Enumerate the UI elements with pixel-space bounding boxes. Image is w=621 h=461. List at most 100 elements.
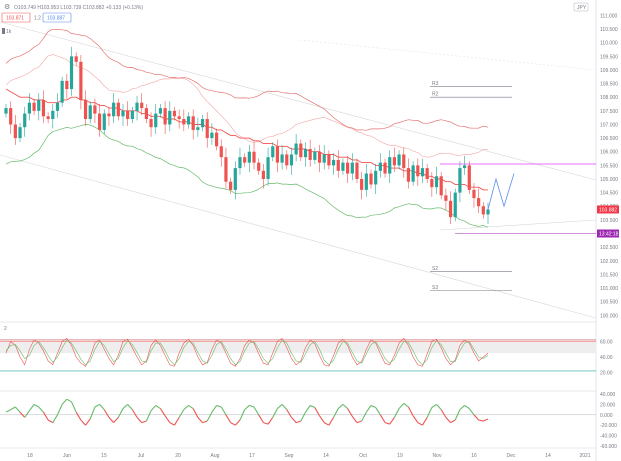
candle (93, 105, 97, 114)
momentum-line (127, 404, 133, 410)
candle (69, 56, 74, 90)
osc-tick-label: 60.00 (600, 340, 613, 346)
price-tick-label: 106.500 (600, 136, 618, 142)
momentum-line (19, 411, 26, 418)
momentum-tick-label: -20.000 (600, 423, 617, 429)
candle (196, 127, 200, 130)
momentum-line (150, 405, 157, 412)
price-tick-label: 104.500 (600, 191, 618, 197)
gear-icon[interactable]: ⚙ (4, 3, 10, 11)
candle (135, 102, 139, 111)
upper-band-outer (5, 28, 489, 131)
time-tick-label: Nov (433, 453, 442, 459)
candle (172, 110, 177, 117)
momentum-line (244, 405, 250, 411)
momentum-line (131, 409, 138, 418)
candle (13, 124, 17, 139)
momentum-line (295, 420, 301, 424)
momentum-line (351, 416, 358, 423)
trend-line (0, 21, 597, 181)
sell-price: 103.871 (6, 16, 24, 22)
buy-button[interactable] (42, 12, 72, 23)
momentum-line (122, 403, 129, 409)
momentum-pane[interactable]: 40.000 20.000 0.000 -20.000 -40.000 -60.000 (0, 392, 617, 450)
sell-button[interactable] (1, 12, 31, 23)
momentum-line (356, 420, 362, 424)
candle (41, 99, 46, 117)
momentum-line (159, 408, 166, 417)
candle (233, 168, 237, 190)
candle (430, 178, 434, 188)
price-tick-label: 110.500 (600, 27, 618, 33)
candle (74, 56, 78, 62)
momentum-line (398, 402, 405, 409)
time-tick-label: Oct (359, 453, 367, 459)
currency-button[interactable] (573, 2, 589, 12)
momentum-line (347, 408, 353, 417)
momentum-line (66, 398, 72, 403)
momentum-line (291, 417, 297, 423)
candle (289, 154, 294, 166)
candle (4, 108, 8, 114)
momentum-line (300, 411, 306, 422)
candle (303, 149, 308, 158)
momentum-line (361, 411, 367, 422)
candle (79, 61, 83, 100)
momentum-line (375, 407, 381, 416)
candle (434, 176, 439, 188)
candle (140, 102, 144, 109)
last-price-value: 103.882 (599, 207, 617, 213)
momentum-line (239, 409, 246, 421)
momentum-line (253, 406, 260, 416)
momentum-line (5, 409, 11, 413)
lower-band (5, 124, 489, 228)
price-tick-label: 102.000 (600, 259, 618, 265)
candle (51, 110, 55, 120)
momentum-line (206, 411, 213, 422)
candle (346, 162, 350, 174)
time-tick-label: 20 (175, 453, 181, 459)
candle (46, 116, 50, 120)
price-tick-label: 103.500 (600, 218, 618, 224)
eye-icon[interactable] (2, 28, 5, 34)
currency-label: JPY (577, 5, 587, 11)
momentum-tick-label: -60.000 (600, 444, 617, 450)
stochastic-pane[interactable]: 2 60.00 40.00 20.00 (0, 326, 613, 377)
momentum-line (71, 401, 77, 413)
price-pane[interactable]: R3 R2 S2 S3 (0, 21, 597, 319)
candle (327, 154, 331, 166)
candle (149, 119, 153, 128)
candle (60, 80, 64, 103)
candle (458, 168, 462, 193)
candle (214, 132, 219, 147)
momentum-line (108, 417, 115, 423)
candle (247, 151, 251, 163)
momentum-line (384, 422, 390, 425)
momentum-line (272, 408, 278, 418)
momentum-line (281, 404, 288, 410)
buy-price: 103.887 (47, 16, 65, 22)
candle (37, 99, 41, 111)
candle (154, 113, 158, 128)
momentum-line (459, 405, 465, 411)
candle (453, 192, 457, 218)
momentum-line (365, 405, 372, 413)
momentum-line (14, 406, 21, 413)
time-tick-label: Jun (63, 453, 71, 459)
trend-line (0, 154, 597, 319)
candle (444, 195, 448, 201)
candle (271, 146, 275, 158)
momentum-line (103, 409, 110, 418)
candle (439, 176, 443, 196)
candle (350, 162, 354, 174)
momentum-tick-label: 40.000 (600, 392, 616, 398)
time-tick-label: 14 (323, 453, 329, 459)
momentum-line (445, 417, 451, 423)
price-axis[interactable]: 111.000 110.500 110.000 109.500 109.000 108.5… (597, 13, 619, 319)
momentum-line (75, 411, 82, 421)
candle (229, 181, 233, 190)
candle (210, 132, 214, 139)
candle (257, 162, 261, 171)
time-tick-label: Sep (285, 453, 294, 459)
